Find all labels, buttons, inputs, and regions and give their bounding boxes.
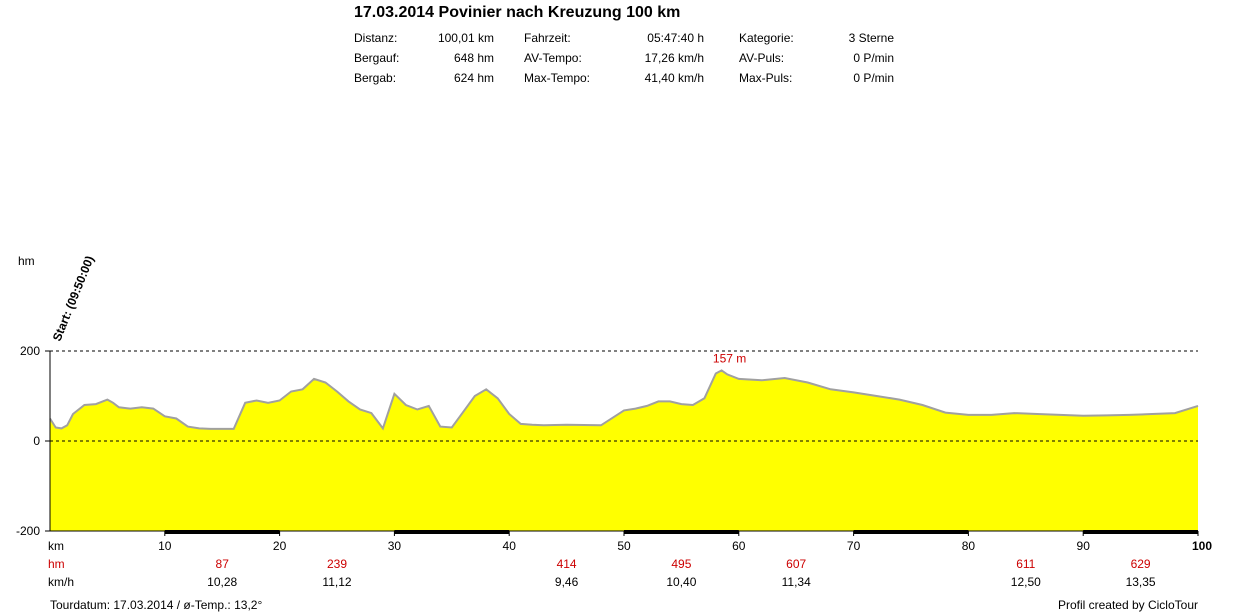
tour-title: 17.03.2014 Povinier nach Kreuzung 100 km xyxy=(354,4,681,21)
x-tick-label: 20 xyxy=(273,539,287,553)
x-axis-segment xyxy=(164,530,280,534)
stat-max-pulse-label: Max-Puls: xyxy=(739,71,793,85)
y-axis-ticks: 200 0 -200 xyxy=(16,344,50,538)
y-tick-label: 0 xyxy=(33,434,40,448)
hm-row-value: 414 xyxy=(557,557,577,571)
summary-rows: 87 239 414 495 607 611 629 10,28 11,12 9,46 10,40 1… xyxy=(207,557,1156,589)
stat-distance-label: Distanz: xyxy=(354,31,398,45)
speed-row-value: 10,28 xyxy=(207,575,237,589)
stat-avg-pulse-label: AV-Puls: xyxy=(739,51,785,65)
x-tick-label: 50 xyxy=(617,539,631,553)
x-axis-segment xyxy=(853,530,969,534)
x-axis-ticks: 10 20 30 40 50 60 70 80 90 100 xyxy=(158,531,1212,553)
hm-row-value: 629 xyxy=(1131,557,1151,571)
x-tick-label: 70 xyxy=(847,539,861,553)
elevation-area xyxy=(50,370,1198,531)
stat-max-pulse-value: 0 P/min xyxy=(853,71,894,85)
hm-row-value: 87 xyxy=(216,557,230,571)
stat-descent-label: Bergab: xyxy=(354,71,397,85)
stat-distance-value: 100,01 km xyxy=(437,31,494,45)
hm-row-value: 611 xyxy=(1016,557,1035,571)
stat-ridetime-value: 05:47:40 h xyxy=(647,31,704,45)
stat-avg-speed-label: AV-Tempo: xyxy=(524,51,582,65)
max-elevation-label: 157 m xyxy=(713,351,746,365)
hm-row-value: 495 xyxy=(671,557,691,571)
stat-ascent-label: Bergauf: xyxy=(354,51,400,65)
x-tick-label: 60 xyxy=(732,539,746,553)
x-tick-label: 40 xyxy=(503,539,517,553)
x-axis-segment xyxy=(624,530,739,534)
plot-area: 157 m xyxy=(49,350,1199,534)
x-tick-label: 100 xyxy=(1192,539,1212,553)
start-time-label: Start: (09:50:00) xyxy=(50,254,97,343)
speed-row-label: km/h xyxy=(48,575,74,589)
speed-row-value: 9,46 xyxy=(555,575,579,589)
stat-descent-value: 624 hm xyxy=(453,71,494,85)
y-tick-label: 200 xyxy=(20,344,40,358)
y-axis-unit-label: hm xyxy=(18,254,35,268)
x-axis-unit-label: km xyxy=(48,539,64,553)
speed-row-value: 11,12 xyxy=(322,575,351,589)
hm-row-value: 239 xyxy=(327,557,347,571)
speed-row-value: 11,34 xyxy=(782,575,811,589)
speed-row-value: 12,50 xyxy=(1011,575,1041,589)
x-tick-label: 10 xyxy=(158,539,172,553)
credits-footer: Profil created by CicloTour xyxy=(1057,598,1198,612)
hm-row-label: hm xyxy=(48,557,65,571)
x-tick-label: 80 xyxy=(962,539,976,553)
tour-date-footer: Tourdatum: 17.03.2014 / ø-Temp.: 13,2° xyxy=(50,598,263,612)
x-tick-label: 30 xyxy=(388,539,402,553)
stat-category-label: Kategorie: xyxy=(739,31,794,45)
stat-avg-speed-value: 17,26 km/h xyxy=(644,51,704,65)
stat-ridetime-label: Fahrzeit: xyxy=(524,31,571,45)
x-axis-segment xyxy=(394,530,510,534)
elevation-line xyxy=(49,369,1199,431)
y-tick-label: -200 xyxy=(16,524,40,538)
stat-max-speed-label: Max-Tempo: xyxy=(524,71,591,85)
hm-row-value: 607 xyxy=(786,557,806,571)
x-axis-segment xyxy=(1083,530,1198,534)
x-tick-label: 90 xyxy=(1077,539,1091,553)
stat-category-value: 3 Sterne xyxy=(848,31,894,45)
speed-row-value: 10,40 xyxy=(666,575,696,589)
stat-ascent-value: 648 hm xyxy=(453,51,494,65)
stat-avg-pulse-value: 0 P/min xyxy=(853,51,894,65)
stat-max-speed-value: 41,40 km/h xyxy=(644,71,704,85)
speed-row-value: 13,35 xyxy=(1126,575,1156,589)
